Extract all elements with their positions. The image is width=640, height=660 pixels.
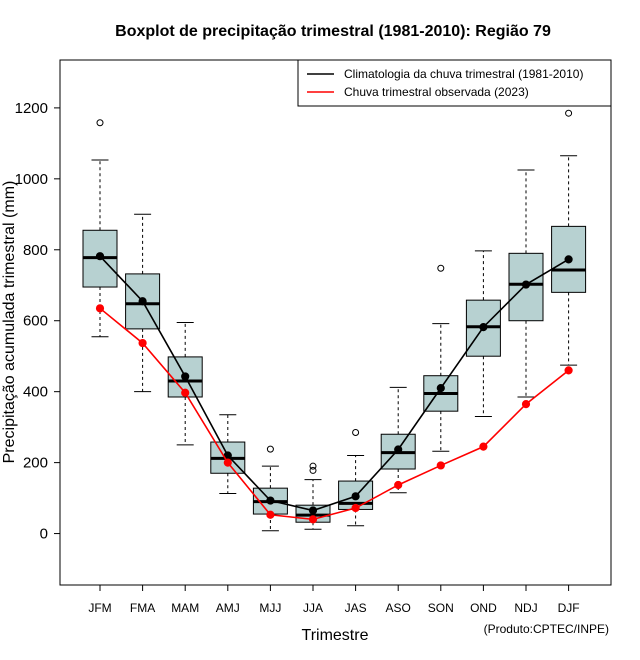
chart-title: Boxplot de precipitação trimestral (1981… (115, 23, 551, 40)
box-iqr (551, 225, 587, 293)
legend-label-observed: Chuva trimestral observada (2023) (344, 85, 529, 99)
outlier-point (96, 119, 104, 127)
series-point (564, 366, 573, 375)
outlier-point (352, 428, 360, 436)
series-point (436, 461, 445, 470)
boxes (82, 109, 587, 532)
x-tick-label: AMJ (216, 601, 240, 615)
outlier-point (565, 109, 573, 117)
series-line (99, 307, 570, 521)
series-point (564, 255, 573, 264)
x-tick-label: MAM (171, 601, 199, 615)
outlier-point (309, 462, 317, 470)
box-DJF (551, 109, 587, 366)
x-tick-label: OND (470, 601, 497, 615)
series-point (308, 515, 318, 524)
box-ASO (380, 386, 416, 494)
y-tick-label: 0 (40, 526, 48, 543)
x-tick-label: ASO (386, 601, 411, 615)
x-tick-label: DJF (558, 601, 580, 615)
x-tick-label: FMA (130, 601, 155, 615)
series-lines (95, 252, 573, 524)
x-tick-label: JFM (88, 601, 111, 615)
series-point (521, 280, 531, 289)
series-point (223, 458, 232, 467)
series-point (479, 323, 488, 332)
outlier-point (309, 466, 317, 474)
series-point (394, 480, 403, 490)
series-point (95, 304, 105, 313)
y-tick-label: 200 (23, 455, 48, 472)
series-point (479, 442, 488, 451)
outlier-point (266, 445, 274, 453)
series-point (351, 503, 360, 513)
series-observed (95, 304, 573, 524)
series-point (351, 492, 360, 501)
legend-frame (297, 59, 612, 107)
x-tick-label: JJA (303, 601, 323, 615)
y-tick-label: 1000 (15, 171, 48, 188)
box-JFM (82, 119, 118, 338)
series-point (266, 510, 275, 519)
legend: Climatologia da chuva trimestral (1981-2… (297, 59, 612, 107)
series-point (394, 445, 403, 454)
y-axis-label: Precipitação acumulada trimestral (mm) (1, 181, 18, 464)
source-label: (Produto:CPTEC/INPE) (484, 622, 609, 636)
series-point (138, 338, 147, 348)
series-point (138, 297, 147, 306)
box-OND (465, 250, 501, 418)
x-tick-label: JAS (345, 601, 367, 615)
series-point (308, 506, 318, 515)
y-tick-label: 800 (23, 242, 48, 259)
y-axis: 0 200 400 600 800 1000 1200 (15, 100, 61, 543)
y-tick-label: 1200 (15, 100, 48, 117)
series-point (181, 372, 190, 381)
x-tick-label: SON (428, 601, 454, 615)
series-point (521, 399, 531, 409)
y-tick-label: 400 (23, 384, 48, 401)
x-tick-label: MJJ (259, 601, 281, 615)
series-point (436, 384, 445, 393)
x-tick-label: NDJ (514, 601, 537, 615)
series-point (95, 252, 105, 261)
box-MAM (167, 322, 203, 446)
series-point (266, 496, 275, 505)
series-line (99, 255, 570, 512)
series-climatology (95, 252, 573, 515)
outlier-point (437, 264, 445, 272)
x-axis: JFM FMA MAM AMJ MJJ JJA JAS ASO SON OND NDJ DJF (88, 585, 580, 615)
y-tick-label: 600 (23, 313, 48, 330)
legend-label-climatology: Climatologia da chuva trimestral (1981-2… (344, 67, 583, 81)
x-axis-label: Trimestre (302, 627, 369, 644)
box-SON (423, 264, 459, 452)
series-point (181, 388, 190, 397)
